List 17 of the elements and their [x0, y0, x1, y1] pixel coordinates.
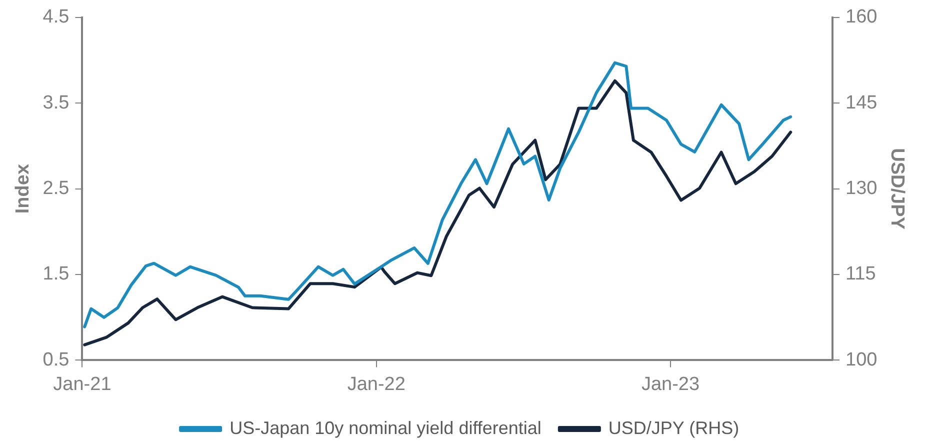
y2-tick-label: 115 [846, 264, 876, 285]
y-tick-label: 1.5 [42, 264, 70, 285]
y-tick-label: 2.5 [42, 178, 70, 200]
legend-label: USD/JPY (RHS) [608, 418, 740, 438]
y-axis-title: Index [12, 164, 34, 214]
y-tick-label: 4.5 [42, 6, 70, 28]
x-tick-label: Jan-22 [347, 374, 406, 395]
y2-axis-title: USD/JPY [886, 148, 908, 230]
y2-tick-label: 145 [846, 92, 878, 114]
y-tick-label: 3.5 [42, 92, 70, 114]
x-tick-label: Jan-21 [53, 374, 112, 395]
y2-tick-label: 130 [846, 178, 878, 200]
x-tick-label: Jan-23 [641, 374, 700, 395]
y-tick-label: 0.5 [42, 349, 70, 370]
y2-tick-label: 100 [846, 349, 878, 370]
legend-label: US-Japan 10y nominal yield differential [230, 418, 542, 438]
y2-tick-label: 160 [846, 6, 878, 28]
